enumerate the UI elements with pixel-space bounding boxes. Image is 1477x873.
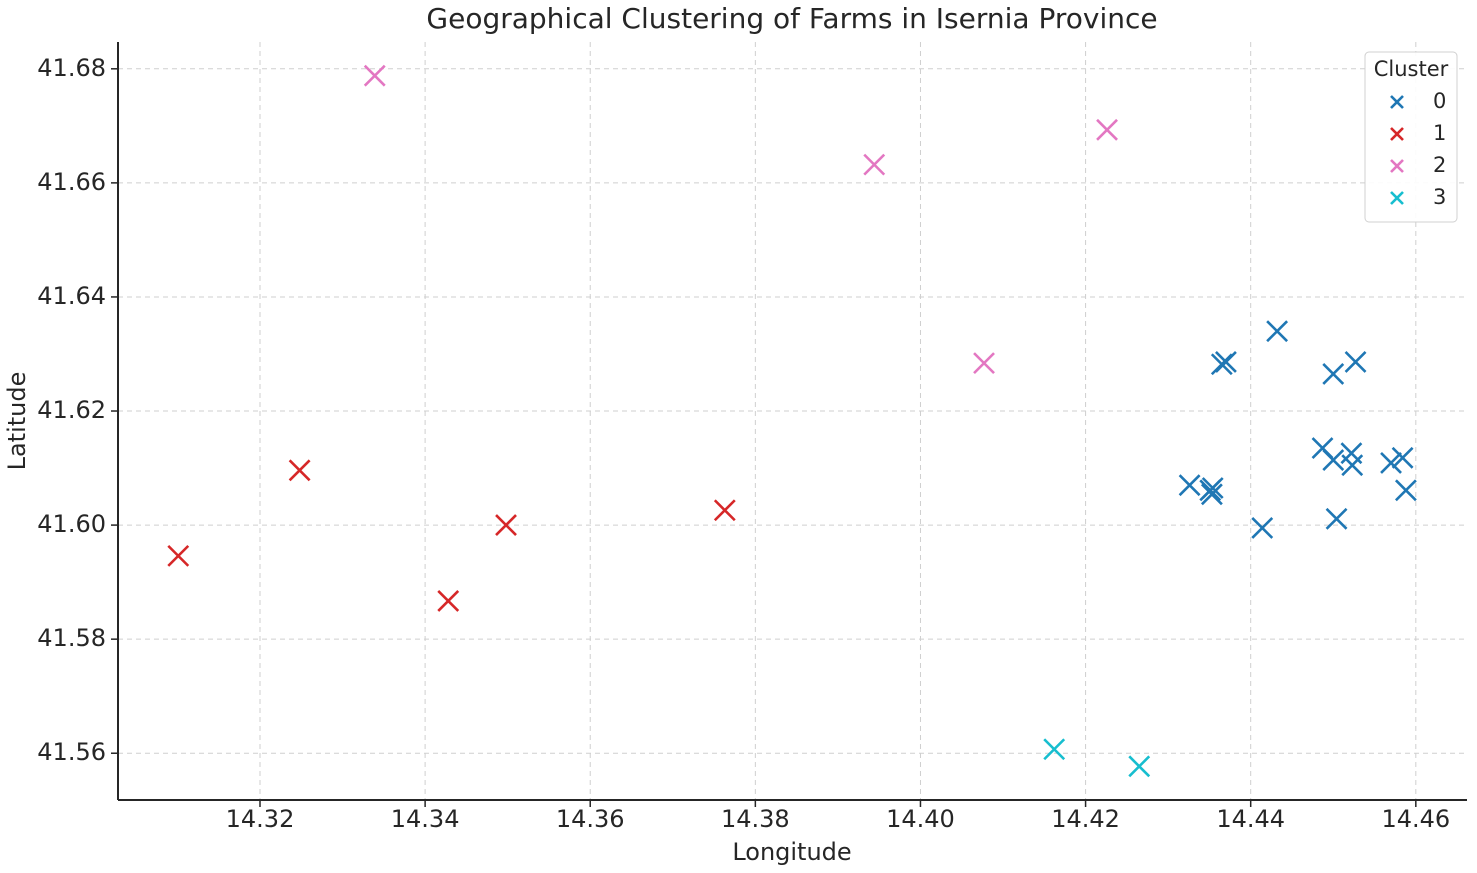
point — [713, 499, 736, 522]
x-tick-label: 14.42 — [1051, 805, 1120, 833]
y-tick-label: 41.56 — [37, 738, 106, 766]
chart-title: Geographical Clustering of Farms in Iser… — [426, 2, 1157, 35]
point — [1043, 738, 1066, 761]
legend-box — [1364, 51, 1458, 223]
point — [1178, 474, 1201, 497]
point — [1266, 320, 1289, 343]
point — [863, 153, 886, 176]
x-axis-label: Longitude — [732, 838, 851, 866]
point — [288, 459, 311, 482]
y-tick-label: 41.62 — [37, 396, 106, 424]
legend-marker — [1390, 159, 1404, 173]
point — [973, 352, 995, 375]
point — [1341, 454, 1364, 477]
x-tick-label: 14.32 — [226, 805, 295, 833]
y-tick-label: 41.64 — [37, 282, 106, 310]
point — [1394, 479, 1417, 502]
point — [1200, 483, 1223, 506]
x-tick-label: 14.44 — [1216, 805, 1285, 833]
point — [1322, 449, 1345, 471]
point — [1096, 118, 1118, 141]
point — [1210, 353, 1233, 376]
point — [1380, 452, 1402, 474]
y-axis-label: Latitude — [3, 372, 31, 471]
x-tick-label: 14.34 — [391, 805, 460, 833]
legend-marker — [1390, 127, 1404, 141]
x-tick-label: 14.36 — [556, 805, 625, 833]
x-tick-label: 14.38 — [721, 805, 790, 833]
legend-label: 0 — [1433, 89, 1446, 113]
legend-marker — [1390, 95, 1404, 109]
legend-label: 1 — [1433, 121, 1446, 145]
legend-label: 3 — [1433, 185, 1446, 209]
point — [167, 544, 190, 567]
legend-label: 2 — [1433, 153, 1446, 177]
point — [1344, 351, 1367, 373]
point — [363, 64, 386, 87]
y-tick-label: 41.60 — [37, 510, 106, 538]
y-tick-label: 41.58 — [37, 624, 106, 652]
x-tick-label: 14.46 — [1381, 805, 1450, 833]
y-tick-label: 41.66 — [37, 168, 106, 196]
point — [1391, 446, 1414, 469]
point — [1325, 507, 1348, 530]
point — [1128, 755, 1151, 778]
legend-title: Cluster — [1374, 57, 1449, 81]
point — [1251, 517, 1274, 539]
point — [437, 590, 460, 612]
point — [1215, 351, 1237, 373]
point — [495, 514, 517, 537]
point — [1322, 363, 1345, 385]
legend-marker — [1390, 191, 1404, 205]
point — [1201, 477, 1224, 499]
x-tick-label: 14.40 — [886, 805, 955, 833]
y-tick-label: 41.68 — [37, 54, 106, 82]
